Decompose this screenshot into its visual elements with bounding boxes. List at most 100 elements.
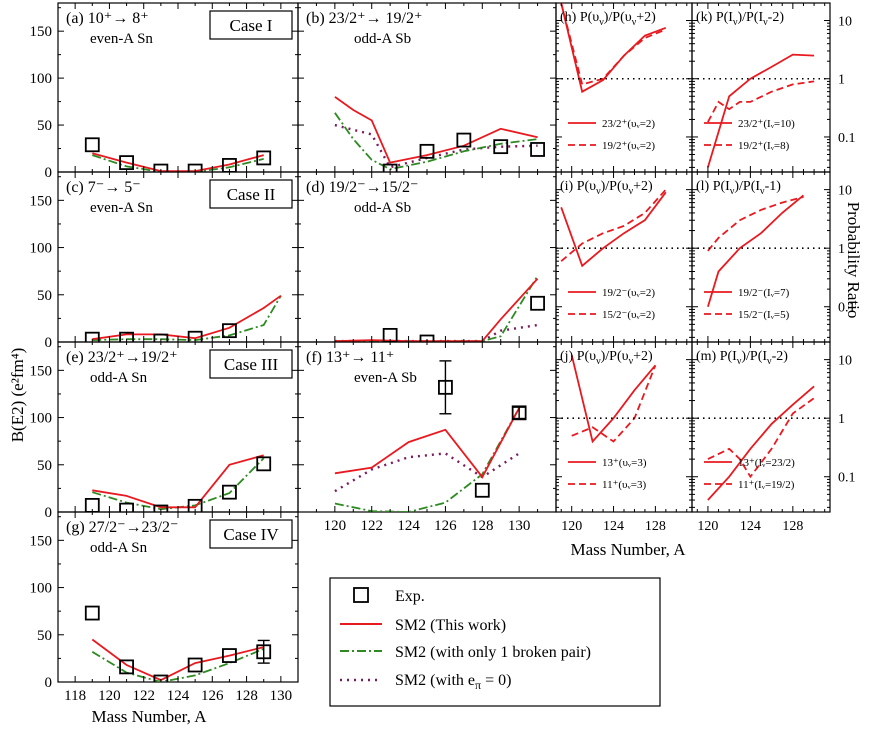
ytick-label: 1 <box>838 242 845 257</box>
title-part: (l) P(I <box>696 179 730 194</box>
panel-data <box>334 96 545 172</box>
panel-g: 0 50 100 150 118 120 122 124 126 128 130 (g) 27/2⁻→… <box>30 511 299 704</box>
series-epi0-line <box>334 452 520 493</box>
title-part: -2) <box>772 349 789 364</box>
panel-frame <box>297 341 557 513</box>
series-one-pair-line <box>334 275 539 342</box>
exp-point <box>222 648 237 663</box>
exp-point <box>153 163 169 172</box>
panel-data <box>707 385 815 501</box>
case-box <box>209 10 293 40</box>
panel-title: (a) 10⁺→ 8⁺ <box>66 10 149 27</box>
exp-point <box>187 330 203 342</box>
ytick-label: 1 <box>838 412 845 427</box>
ratio-series-line <box>707 80 815 123</box>
xtick-label: 120 <box>697 519 718 534</box>
panel-data <box>334 360 527 512</box>
title-sub: ν <box>767 356 772 367</box>
xtick-label: 128 <box>235 688 258 704</box>
exp-point <box>419 334 435 342</box>
exp-point <box>530 142 545 157</box>
ytick-label: 10 <box>838 15 852 30</box>
exp-point <box>419 143 435 159</box>
ytick-label: 0.1 <box>838 131 856 146</box>
xtick-label: 120 <box>561 519 582 534</box>
title-part: )/P(υ <box>601 349 629 364</box>
exp-point <box>382 163 398 172</box>
panel-b: (b) 23/2⁺→ 19/2⁺ odd-A Sb <box>297 2 557 173</box>
ratio-series-line <box>707 397 815 479</box>
exp-point <box>438 379 453 395</box>
ytick-label: 50 <box>37 628 52 644</box>
panel-title: (j) P(υν)/P(υν+2) <box>560 349 653 367</box>
panel-frame <box>297 171 557 343</box>
exp-point <box>84 137 100 153</box>
panel-frame <box>297 2 557 173</box>
panel-subtitle: even-A Sb <box>354 370 417 386</box>
exp-point <box>511 405 527 421</box>
ratio-series-line <box>560 3 667 86</box>
ytick-label: 150 <box>30 24 53 40</box>
exp-point <box>493 139 509 155</box>
panel-title: (h) P(υν)/P(υν+2) <box>560 10 656 28</box>
panel-data <box>560 188 667 268</box>
panel-a: 0 50 100 150 (a) 10⁺→ 8⁺ even-A Sn Case I <box>30 2 299 181</box>
legend-box <box>329 577 661 707</box>
panel-title: (c) 7⁻→ 5⁻ <box>66 179 141 196</box>
title-part: (h) P(υ <box>560 10 599 25</box>
panel-title: (g) 27/2⁻→23/2⁻ <box>66 519 178 536</box>
title-part: )/P(I <box>737 10 763 25</box>
panel-data <box>560 3 667 94</box>
ratio-legend-label: 15/2⁻(Iᵥ=5) <box>738 309 790 321</box>
ratio-series-line <box>707 196 804 252</box>
ratio-legend-label: 11⁺(Iᵥ=19/2) <box>738 479 795 491</box>
case-label: Case III <box>224 355 279 374</box>
ytick-label: 0.1 <box>838 471 856 486</box>
series-sm2-line <box>92 454 264 509</box>
ytick-label: 0.1 <box>838 301 856 316</box>
exp-point <box>119 502 134 512</box>
xtick-label: 124 <box>167 688 190 704</box>
panel-subtitle: odd-A Sn <box>90 540 148 556</box>
panel-data <box>707 53 815 168</box>
ratio-legend-label: 13⁺(Iᵥ=23/2) <box>738 457 795 469</box>
title-part: +2) <box>633 349 653 364</box>
panel-e: 0 50 100 150 (e) 23/2⁺→19/2⁺ odd-A Sn Case III <box>30 341 299 521</box>
exp-point <box>256 150 272 166</box>
exp-point <box>187 657 203 673</box>
ytick-label: 0 <box>45 165 53 181</box>
xtick-label: 130 <box>508 518 531 534</box>
ratio-series-line <box>707 53 815 168</box>
case-box <box>209 519 293 549</box>
xtick-label: 124 <box>740 519 761 534</box>
series-one-pair-line <box>92 457 265 511</box>
panel-data <box>707 194 805 307</box>
exp-point <box>84 331 100 342</box>
ytick-label: 50 <box>37 458 52 474</box>
panel-title: (k) P(Iν)/P(Iν-2) <box>696 10 784 28</box>
panel-m: 0.1 1 10 120 124 128 13⁺(Iᵥ=23/2) 11⁺(Iᵥ=19/2) (… <box>691 341 856 534</box>
ratio-series-line <box>560 3 667 94</box>
ratio-legend-label: 19/2⁻(υᵥ=2) <box>602 287 655 299</box>
legend-exp-marker <box>353 587 369 603</box>
panel-title: (d) 19/2⁻→15/2⁻ <box>306 179 418 196</box>
panel-subtitle: even-A Sn <box>90 31 153 47</box>
title-sub: ν <box>763 17 768 28</box>
title-sub: ν <box>737 356 742 367</box>
xtick-label: 120 <box>98 688 121 704</box>
legend: Exp. SM2 (This work) SM2 (with only 1 br… <box>329 577 661 707</box>
ratio-series-line <box>707 385 815 501</box>
panel-title: (e) 23/2⁺→19/2⁺ <box>66 349 178 366</box>
title-sub: ν <box>730 186 735 197</box>
case-label: Case II <box>227 185 276 204</box>
legend-sm2-label: SM2 (This work) <box>395 617 506 634</box>
panel-i: 19/2⁻(υᵥ=2)15/2⁻(υᵥ=2)(i) P(υν)/P(υν+2) <box>555 171 693 343</box>
exp-point <box>530 295 545 311</box>
panel-subtitle: odd-A Sb <box>354 31 411 47</box>
title-sub: ν <box>733 17 738 28</box>
ytick-label: 0 <box>45 505 53 521</box>
ytick-label: 150 <box>30 363 53 379</box>
